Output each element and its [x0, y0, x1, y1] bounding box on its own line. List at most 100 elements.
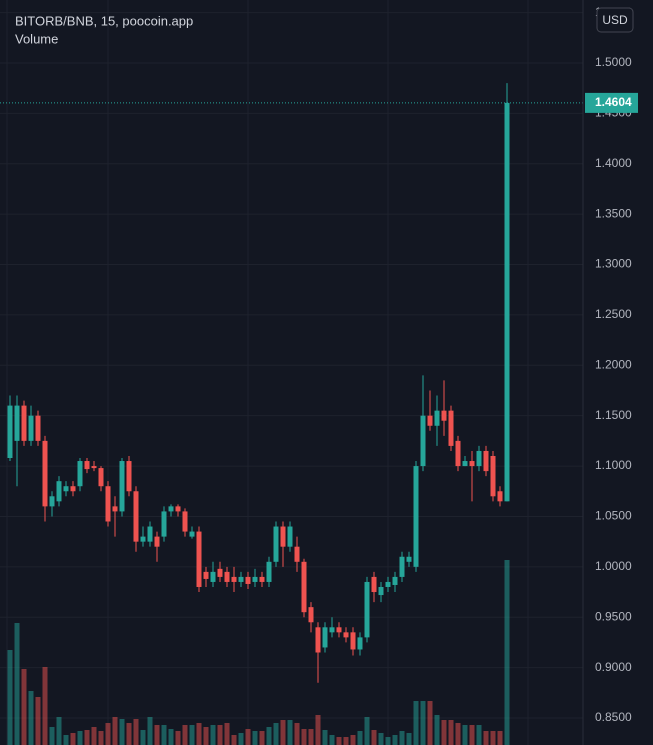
volume-bar — [140, 730, 146, 745]
y-tick-label: 1.3500 — [595, 206, 632, 220]
candle-body — [175, 506, 181, 512]
candle-body — [469, 461, 475, 467]
volume-bar — [224, 723, 230, 745]
volume-bar — [7, 650, 13, 745]
candle-body — [490, 455, 496, 497]
volume-bar — [497, 731, 503, 745]
candle-body — [147, 526, 153, 542]
candle-body — [203, 571, 209, 579]
volume-bar — [434, 715, 440, 745]
candle-body — [441, 410, 447, 421]
volume-bar — [378, 733, 384, 745]
volume-bar — [427, 701, 433, 745]
volume-bar — [168, 729, 174, 745]
volume-label: Volume — [15, 31, 58, 46]
candle-body — [462, 461, 468, 467]
y-tick-label: 0.9000 — [595, 660, 632, 674]
candle-body — [427, 415, 433, 426]
volume-bar — [273, 723, 279, 745]
candle-body — [329, 627, 335, 633]
volume-bar — [189, 725, 195, 745]
volume-bar — [329, 735, 335, 745]
volume-bar — [35, 697, 41, 745]
volume-bar — [112, 717, 118, 745]
candle-body — [413, 466, 419, 567]
volume-bar — [231, 735, 237, 745]
volume-bar — [490, 731, 496, 745]
volume-bar — [161, 725, 167, 745]
candle-body — [448, 410, 454, 446]
candle-body — [392, 576, 398, 585]
volume-bar — [70, 733, 76, 745]
currency-button[interactable] — [596, 7, 634, 33]
candle-body — [154, 536, 160, 547]
candle-body — [91, 466, 97, 469]
candle-body — [112, 506, 118, 512]
volume-pane — [7, 560, 510, 745]
candle-body — [322, 627, 328, 648]
candle-body — [133, 491, 139, 542]
volume-bar — [483, 731, 489, 745]
volume-bar — [343, 737, 349, 745]
candle-body — [42, 440, 48, 507]
candle-body — [119, 461, 125, 512]
candle-body — [35, 415, 41, 441]
volume-bar — [406, 733, 412, 745]
candle-body — [434, 410, 440, 426]
y-tick-label: 1.1000 — [595, 458, 632, 472]
volume-bar — [448, 720, 454, 745]
currency-label[interactable]: USD — [602, 13, 628, 27]
volume-bar — [238, 733, 244, 745]
volume-bar — [28, 691, 34, 745]
volume-bar — [133, 719, 139, 745]
candle-body — [385, 581, 391, 587]
volume-bar — [280, 720, 286, 745]
candle-body — [455, 440, 461, 467]
volume-bar — [469, 725, 475, 745]
candle-body — [238, 576, 244, 582]
y-tick-label: 1.0500 — [595, 509, 632, 523]
candle-body — [70, 486, 76, 492]
volume-bar — [287, 720, 293, 745]
y-tick-label: 1.4000 — [595, 156, 632, 170]
candle-body — [217, 568, 223, 577]
volume-bar — [196, 723, 202, 745]
candle-body — [231, 576, 237, 582]
candle-body — [126, 461, 132, 492]
candle-body — [301, 561, 307, 613]
volume-bar — [245, 729, 251, 745]
volume-bar — [126, 723, 132, 745]
candle-body — [105, 486, 111, 522]
volume-bar — [315, 715, 321, 745]
candle-body — [406, 556, 412, 562]
volume-bar — [294, 723, 300, 745]
y-tick-label: 0.9500 — [595, 609, 632, 623]
y-tick-label: 1.3000 — [595, 257, 632, 271]
volume-bar — [259, 731, 265, 745]
volume-bar — [98, 731, 104, 745]
candle-body — [280, 526, 286, 547]
volume-bar — [14, 623, 20, 745]
volume-bar — [56, 717, 62, 745]
candle-body — [49, 496, 55, 507]
volume-bar — [91, 727, 97, 745]
candle-body — [245, 576, 251, 584]
candle-body — [483, 450, 489, 472]
volume-bar — [49, 727, 55, 745]
candle-body — [168, 506, 174, 512]
candle-body — [161, 511, 167, 537]
volume-bar — [301, 729, 307, 745]
volume-bar — [385, 737, 391, 745]
volume-bar — [21, 669, 27, 745]
y-tick-label: 0.8500 — [595, 710, 632, 724]
volume-bar — [504, 560, 510, 745]
volume-bar — [336, 737, 342, 745]
y-tick-label: 1.2500 — [595, 307, 632, 321]
volume-bar — [175, 731, 181, 745]
volume-bar — [441, 720, 447, 745]
candle-body — [343, 632, 349, 638]
volume-bar — [308, 729, 314, 745]
chart-title: BITORB/BNB, 15, poocoin.app — [15, 13, 193, 28]
candle-body — [476, 450, 482, 467]
